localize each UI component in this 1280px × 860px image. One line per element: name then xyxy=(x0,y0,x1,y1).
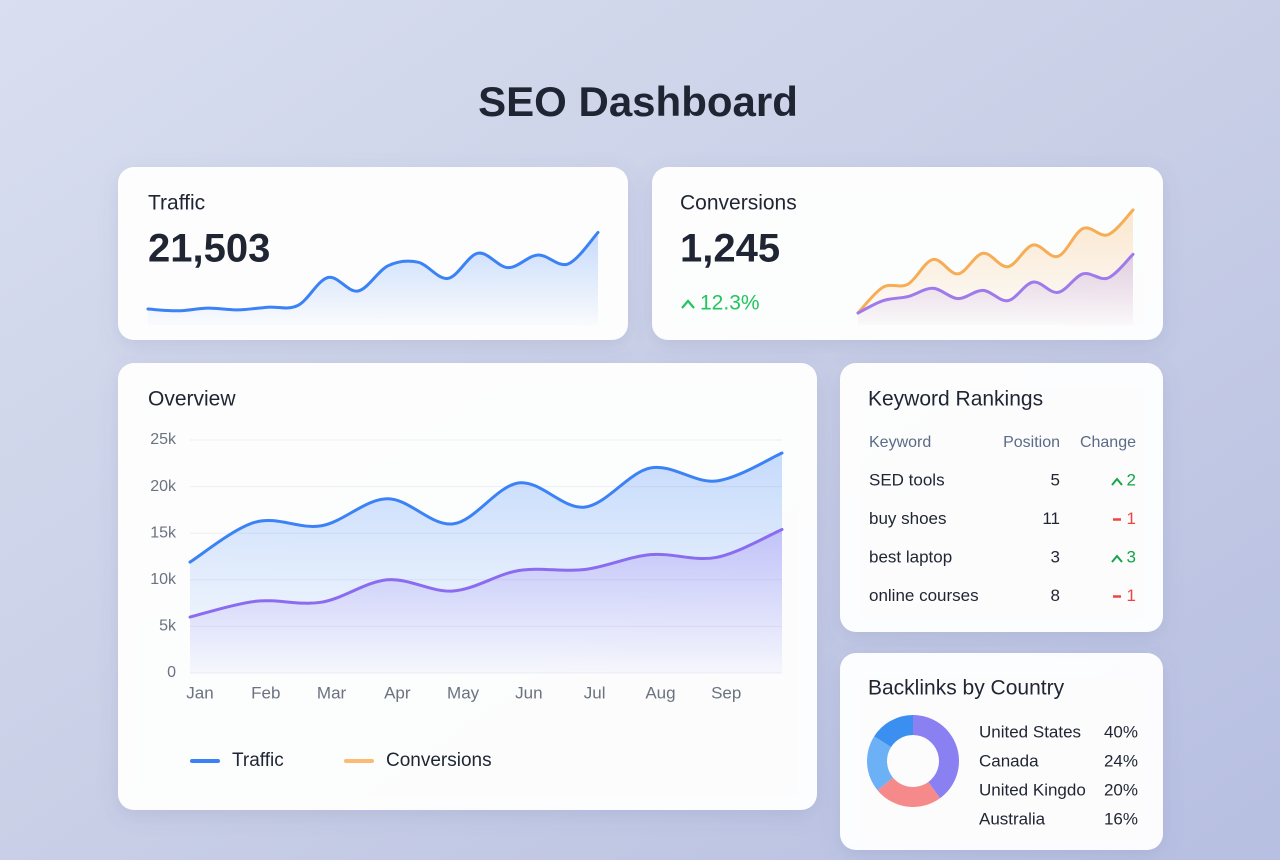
x-tick-label: Jul xyxy=(584,683,606,702)
pie-slice xyxy=(877,777,941,808)
y-tick-label: 15k xyxy=(150,524,177,541)
legend-label: Traffic xyxy=(232,750,284,771)
line xyxy=(856,252,1135,315)
position: 8 xyxy=(1051,586,1060,605)
line xyxy=(188,451,784,564)
legend-label: Australia xyxy=(979,809,1046,828)
value-label: 16% xyxy=(1104,809,1138,828)
change: 3 xyxy=(1127,547,1136,566)
y-tick-label: 20k xyxy=(150,478,177,495)
value-label: 24% xyxy=(1104,751,1138,770)
value-label: 40% xyxy=(1104,722,1138,741)
backlinks-title: Backlinks by Country xyxy=(868,677,1065,700)
keywords-card xyxy=(840,363,1163,632)
overview-title: Overview xyxy=(148,388,236,411)
legend-label: United States xyxy=(979,722,1081,741)
trend-up-icon xyxy=(1111,554,1123,563)
x-tick-label: Mar xyxy=(317,683,347,702)
y-tick-label: 5k xyxy=(159,618,177,635)
line xyxy=(856,208,1135,315)
x-tick-label: Jan xyxy=(186,683,213,702)
y-tick-label: 10k xyxy=(150,571,177,588)
legend-label: Canada xyxy=(979,751,1039,770)
page-title: SEO Dashboard xyxy=(478,78,798,125)
area xyxy=(858,254,1133,325)
keyword: online courses xyxy=(869,586,979,605)
up-arrow-icon xyxy=(681,299,695,309)
value-label: 20% xyxy=(1104,780,1138,799)
conversions-change: 12.3% xyxy=(700,292,760,315)
pie-slice xyxy=(913,715,959,799)
line xyxy=(146,231,600,313)
position: 11 xyxy=(1042,509,1060,528)
change: 1 xyxy=(1127,509,1136,528)
pie-slice xyxy=(874,715,913,748)
area xyxy=(190,529,782,673)
traffic-value: 21,503 xyxy=(148,227,270,271)
y-tick-label: 25k xyxy=(150,431,177,448)
conversions-value: 1,245 xyxy=(680,227,780,271)
column-header: Position xyxy=(1003,434,1060,451)
keyword: buy shoes xyxy=(869,509,947,528)
line xyxy=(188,527,784,619)
trend-up-icon xyxy=(1111,477,1123,486)
y-tick-label: 0 xyxy=(167,664,176,681)
x-tick-label: Feb xyxy=(251,683,280,702)
x-tick-label: Apr xyxy=(384,683,411,702)
x-tick-label: Sep xyxy=(711,683,741,702)
legend-label: Conversions xyxy=(386,750,492,771)
traffic-label: Traffic xyxy=(148,192,205,215)
change: 2 xyxy=(1127,470,1136,489)
position: 3 xyxy=(1051,547,1060,566)
conversions-label: Conversions xyxy=(680,192,797,215)
keyword: best laptop xyxy=(869,547,952,566)
column-header: Change xyxy=(1080,434,1136,451)
keyword: SED tools xyxy=(869,470,945,489)
x-tick-label: Aug xyxy=(645,683,675,702)
change: 1 xyxy=(1127,586,1136,605)
column-header: Keyword xyxy=(869,434,931,451)
keywords-title: Keyword Rankings xyxy=(868,388,1043,411)
x-tick-label: Jun xyxy=(515,683,542,702)
legend-label: United Kingdo xyxy=(979,780,1086,799)
position: 5 xyxy=(1051,470,1060,489)
x-tick-label: May xyxy=(447,683,480,702)
pie-slice xyxy=(867,736,893,791)
